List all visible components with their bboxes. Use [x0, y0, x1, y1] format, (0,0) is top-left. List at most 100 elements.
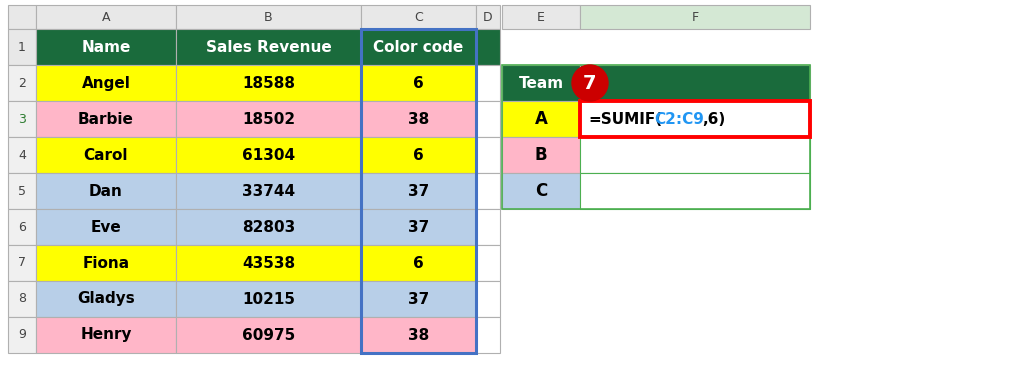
- Bar: [176, 245, 361, 281]
- Bar: [8, 245, 36, 281]
- Bar: [476, 317, 500, 353]
- Bar: [502, 101, 580, 137]
- Bar: [476, 245, 500, 281]
- Bar: [580, 65, 810, 101]
- Bar: [36, 281, 176, 317]
- Text: D: D: [483, 11, 493, 23]
- Bar: [502, 173, 580, 209]
- Text: ,6): ,6): [702, 112, 725, 126]
- Text: 18588: 18588: [242, 75, 295, 91]
- Text: Name: Name: [81, 40, 131, 54]
- Text: 37: 37: [408, 219, 429, 235]
- Bar: [36, 245, 176, 281]
- Text: 7: 7: [18, 256, 26, 270]
- Bar: [476, 137, 500, 173]
- Bar: [8, 173, 36, 209]
- Text: 33744: 33744: [242, 184, 295, 198]
- Bar: [8, 101, 36, 137]
- Bar: [176, 317, 361, 353]
- Bar: [476, 209, 500, 245]
- Text: F: F: [691, 11, 698, 23]
- Text: A: A: [535, 110, 548, 128]
- Text: 5: 5: [18, 184, 26, 198]
- Text: Angel: Angel: [82, 75, 130, 91]
- Bar: [580, 137, 810, 173]
- Text: Barbie: Barbie: [78, 112, 134, 126]
- Text: Henry: Henry: [80, 328, 132, 342]
- Bar: [361, 29, 476, 353]
- Bar: [176, 29, 361, 65]
- Bar: [476, 173, 500, 209]
- Text: A: A: [101, 11, 111, 23]
- Text: 38: 38: [408, 112, 429, 126]
- Text: 43538: 43538: [242, 256, 295, 270]
- Text: 60975: 60975: [242, 328, 295, 342]
- Bar: [361, 317, 476, 353]
- Text: E: E: [537, 11, 545, 23]
- Bar: [8, 5, 36, 29]
- Text: Eve: Eve: [91, 219, 122, 235]
- Text: 2: 2: [18, 77, 26, 89]
- Bar: [580, 101, 810, 137]
- Bar: [8, 137, 36, 173]
- Text: 4: 4: [18, 149, 26, 161]
- Bar: [502, 137, 580, 173]
- Text: C: C: [535, 182, 547, 200]
- Bar: [361, 65, 476, 101]
- Text: 10215: 10215: [242, 291, 295, 307]
- Text: 6: 6: [18, 221, 26, 233]
- Bar: [176, 101, 361, 137]
- Text: 18502: 18502: [242, 112, 295, 126]
- Bar: [361, 5, 476, 29]
- Bar: [476, 5, 500, 29]
- Text: Color code: Color code: [374, 40, 464, 54]
- Bar: [361, 101, 476, 137]
- Text: Dan: Dan: [89, 184, 123, 198]
- Bar: [361, 281, 476, 317]
- Text: 61304: 61304: [242, 147, 295, 163]
- Bar: [8, 281, 36, 317]
- Bar: [36, 137, 176, 173]
- Bar: [36, 173, 176, 209]
- Bar: [36, 65, 176, 101]
- Bar: [361, 173, 476, 209]
- Text: 37: 37: [408, 184, 429, 198]
- Bar: [8, 65, 36, 101]
- Bar: [361, 245, 476, 281]
- Text: Sales Revenue: Sales Revenue: [206, 40, 332, 54]
- Bar: [502, 65, 580, 101]
- Text: 8: 8: [18, 293, 26, 305]
- Text: B: B: [535, 146, 547, 164]
- Bar: [580, 101, 810, 137]
- Bar: [502, 5, 580, 29]
- Text: =SUMIF(: =SUMIF(: [588, 112, 663, 126]
- Text: 38: 38: [408, 328, 429, 342]
- Text: 9: 9: [18, 328, 26, 342]
- Bar: [176, 173, 361, 209]
- Text: 6: 6: [413, 75, 424, 91]
- Text: B: B: [264, 11, 272, 23]
- Bar: [476, 29, 500, 65]
- Bar: [36, 5, 176, 29]
- Text: Gladys: Gladys: [77, 291, 135, 307]
- Bar: [36, 29, 176, 65]
- Bar: [361, 29, 476, 65]
- Bar: [176, 209, 361, 245]
- Text: 82803: 82803: [242, 219, 295, 235]
- Bar: [8, 317, 36, 353]
- Circle shape: [572, 65, 608, 101]
- Bar: [8, 29, 36, 65]
- Bar: [476, 281, 500, 317]
- Bar: [8, 209, 36, 245]
- Text: 6: 6: [413, 147, 424, 163]
- Bar: [176, 281, 361, 317]
- Text: 6: 6: [413, 256, 424, 270]
- Bar: [176, 65, 361, 101]
- Text: 7: 7: [584, 74, 597, 93]
- Bar: [176, 5, 361, 29]
- Text: Fiona: Fiona: [83, 256, 130, 270]
- Text: Carol: Carol: [84, 147, 128, 163]
- Bar: [361, 209, 476, 245]
- Bar: [176, 137, 361, 173]
- Text: Team: Team: [518, 75, 563, 91]
